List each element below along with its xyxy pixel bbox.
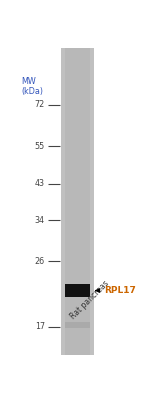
Text: Rat pancreas: Rat pancreas [69,279,111,321]
Bar [65,284,90,297]
Text: 17: 17 [35,322,45,331]
Bar [61,48,94,355]
Bar [65,48,90,355]
Text: MW
(kDa): MW (kDa) [21,77,43,97]
Text: 34: 34 [35,215,45,225]
Bar [65,322,90,328]
Text: 72: 72 [35,100,45,109]
Text: RPL17: RPL17 [104,286,136,295]
Text: 26: 26 [35,257,45,266]
Text: 55: 55 [35,142,45,151]
Text: 43: 43 [35,180,45,188]
